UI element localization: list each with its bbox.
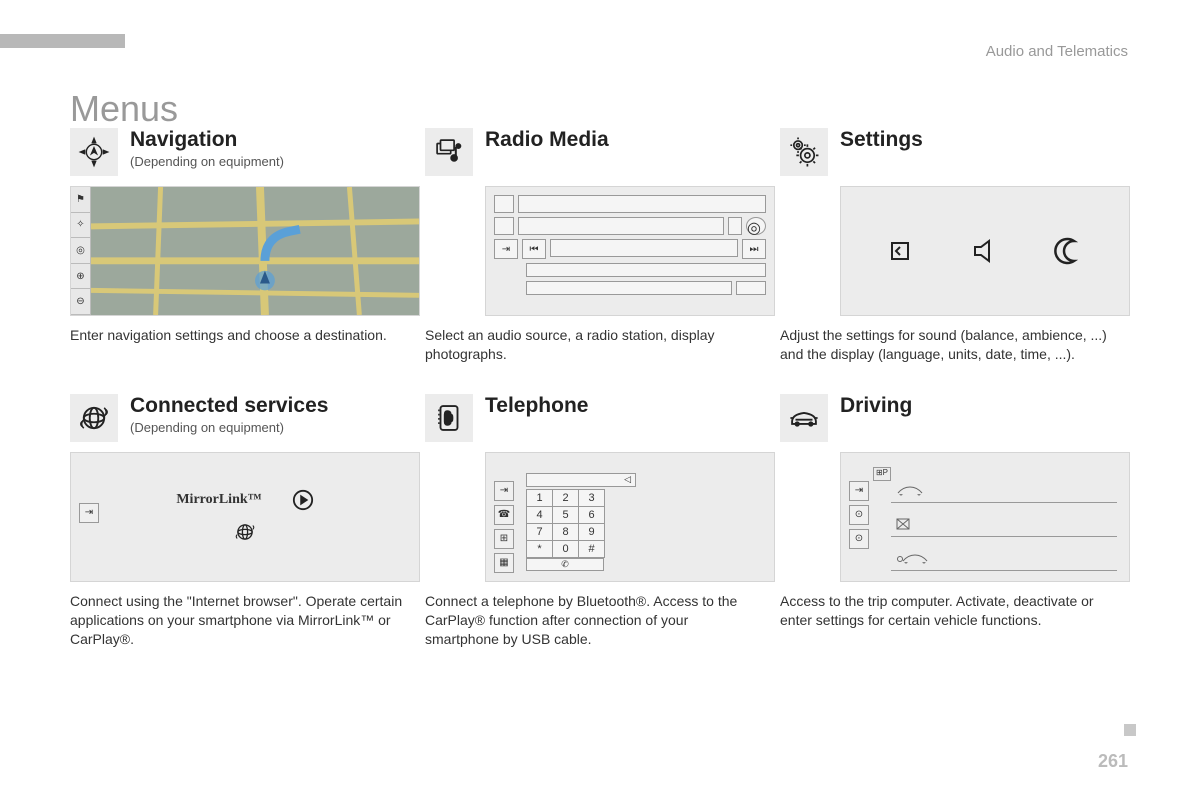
top-accent-bar: [0, 34, 125, 48]
corner-mark: [1124, 724, 1136, 736]
connected-services-title: Connected services: [130, 394, 328, 418]
dialpad-key[interactable]: 6: [579, 506, 605, 523]
telephone-desc: Connect a telephone by Bluetooth®. Acces…: [425, 592, 765, 649]
telephone-icon: [425, 394, 473, 442]
moon-icon: [1052, 235, 1084, 267]
connected-services-desc: Connect using the "Internet browser". Op…: [70, 592, 410, 649]
settings-preview: [840, 186, 1130, 316]
telephone-title: Telephone: [485, 394, 588, 418]
connected-services-preview: ⇥ MirrorLink™: [70, 452, 420, 582]
navigation-icon: [70, 128, 118, 176]
menu-telephone: Telephone ⇥ ☎ ⊞ ▦ ◁ 123456789*0# ✆ Conne…: [425, 394, 770, 649]
speaker-icon: [969, 235, 1001, 267]
phone-tab-1[interactable]: ⇥: [494, 481, 514, 501]
phone-tab-3[interactable]: ⊞: [494, 529, 514, 549]
dialpad-key[interactable]: 5: [553, 506, 579, 523]
next-track-button[interactable]: ⏭: [742, 239, 766, 259]
connected-services-icon: [70, 394, 118, 442]
dialpad-key[interactable]: 7: [527, 523, 553, 540]
phone-tab-4[interactable]: ▦: [494, 553, 514, 573]
dialpad-key[interactable]: 1: [527, 489, 553, 506]
menu-connected-services: Connected services (Depending on equipme…: [70, 394, 415, 649]
menu-radio-media: Radio Media ◎ ⇥ ⏮ ⏭ Select an audio sour…: [425, 128, 770, 364]
radio-media-title: Radio Media: [485, 128, 609, 152]
menu-driving: Driving ⇥ ⊙ ⊙ ⊞P Access to the trip comp…: [780, 394, 1125, 649]
dialpad-key[interactable]: 8: [553, 523, 579, 540]
back-icon: [886, 235, 918, 267]
radio-media-icon: [425, 128, 473, 176]
driving-icon: [780, 394, 828, 442]
radio-media-desc: Select an audio source, a radio station,…: [425, 326, 765, 364]
settings-icon: [780, 128, 828, 176]
dialpad-key[interactable]: *: [527, 540, 553, 557]
navigation-desc: Enter navigation settings and choose a d…: [70, 326, 410, 345]
dialpad-key[interactable]: 2: [553, 489, 579, 506]
navigation-title: Navigation: [130, 128, 284, 152]
driving-title: Driving: [840, 394, 912, 418]
menu-navigation: Navigation (Depending on equipment) ⚑✧◎⊕…: [70, 128, 415, 364]
page-number: 261: [1098, 751, 1128, 772]
play-circle-icon: [292, 489, 314, 511]
dialpad-key[interactable]: #: [579, 540, 605, 557]
telephone-preview: ⇥ ☎ ⊞ ▦ ◁ 123456789*0# ✆: [485, 452, 775, 582]
menu-grid: Navigation (Depending on equipment) ⚑✧◎⊕…: [70, 128, 1125, 648]
driving-desc: Access to the trip computer. Activate, d…: [780, 592, 1120, 630]
dialpad[interactable]: ◁ 123456789*0# ✆: [526, 473, 636, 571]
driving-tab-2[interactable]: ⊙: [849, 505, 869, 525]
dialpad-key[interactable]: 0: [553, 540, 579, 557]
driving-tab-1[interactable]: ⇥: [849, 481, 869, 501]
navigation-subtitle: (Depending on equipment): [130, 154, 284, 169]
prev-track-button[interactable]: ⏮: [522, 239, 546, 259]
page-title: Menus: [70, 88, 178, 130]
navigation-preview: ⚑✧◎⊕⊖: [70, 186, 420, 316]
dialpad-key[interactable]: 9: [579, 523, 605, 540]
connected-services-subtitle: (Depending on equipment): [130, 420, 328, 435]
section-header: Audio and Telematics: [986, 43, 1128, 60]
settings-title: Settings: [840, 128, 923, 152]
settings-desc: Adjust the settings for sound (balance, …: [780, 326, 1120, 364]
globe-icon: [232, 519, 258, 545]
driving-preview: ⇥ ⊙ ⊙ ⊞P: [840, 452, 1130, 582]
phone-tab-2[interactable]: ☎: [494, 505, 514, 525]
driving-tab-3[interactable]: ⊙: [849, 529, 869, 549]
dialpad-key[interactable]: 4: [527, 506, 553, 523]
menu-settings: Settings Adjust the settings for sound (…: [780, 128, 1125, 364]
source-button[interactable]: ⇥: [494, 239, 518, 259]
mirrorlink-label: MirrorLink™: [176, 492, 261, 508]
dialpad-key[interactable]: 3: [579, 489, 605, 506]
radio-media-preview: ◎ ⇥ ⏮ ⏭: [485, 186, 775, 316]
